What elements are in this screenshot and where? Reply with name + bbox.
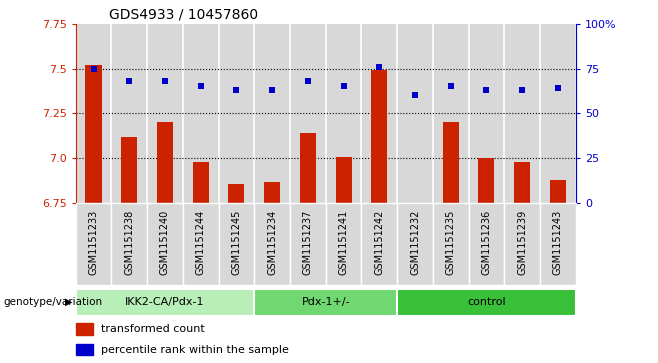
Point [481, 87, 492, 93]
Bar [397, 24, 433, 203]
Text: GSM1151239: GSM1151239 [517, 210, 527, 275]
Point [195, 83, 206, 89]
Bar [254, 289, 397, 316]
Text: percentile rank within the sample: percentile rank within the sample [101, 345, 289, 355]
Bar [478, 158, 495, 203]
Bar [540, 24, 576, 203]
Point [374, 64, 384, 70]
Point [303, 78, 313, 84]
Point [231, 87, 241, 93]
Bar [111, 203, 147, 285]
Bar [514, 162, 530, 203]
Text: transformed count: transformed count [101, 324, 205, 334]
Bar [218, 203, 254, 285]
Bar [228, 184, 244, 203]
Bar [468, 24, 504, 203]
Bar [336, 156, 351, 203]
Bar [254, 24, 290, 203]
Text: GSM1151241: GSM1151241 [339, 210, 349, 275]
Bar [76, 344, 93, 355]
Bar [254, 203, 290, 285]
Text: GDS4933 / 10457860: GDS4933 / 10457860 [109, 8, 258, 22]
Text: GSM1151233: GSM1151233 [89, 210, 99, 275]
Text: GSM1151238: GSM1151238 [124, 210, 134, 275]
Text: GSM1151242: GSM1151242 [374, 210, 384, 275]
Bar [397, 289, 576, 316]
Bar [76, 323, 93, 335]
Bar [468, 203, 504, 285]
Text: control: control [467, 297, 506, 307]
Bar [264, 182, 280, 203]
Text: GSM1151232: GSM1151232 [410, 210, 420, 275]
Bar [183, 24, 218, 203]
Bar [300, 133, 316, 203]
Bar [361, 24, 397, 203]
Point [445, 83, 456, 89]
Bar [504, 24, 540, 203]
Text: GSM1151243: GSM1151243 [553, 210, 563, 275]
Text: IKK2-CA/Pdx-1: IKK2-CA/Pdx-1 [125, 297, 205, 307]
Text: Pdx-1+/-: Pdx-1+/- [301, 297, 350, 307]
Bar [157, 122, 173, 203]
Bar [540, 203, 576, 285]
Point [410, 93, 420, 98]
Text: ▶: ▶ [65, 297, 72, 307]
Bar [183, 203, 218, 285]
Bar [326, 24, 361, 203]
Bar [361, 203, 397, 285]
Point [553, 85, 563, 91]
Point [517, 87, 528, 93]
Text: GSM1151237: GSM1151237 [303, 210, 313, 275]
Bar [218, 24, 254, 203]
Bar [290, 24, 326, 203]
Bar [504, 203, 540, 285]
Text: GSM1151234: GSM1151234 [267, 210, 277, 275]
Text: GSM1151245: GSM1151245 [232, 210, 241, 275]
Bar [371, 70, 388, 203]
Bar [111, 24, 147, 203]
Bar [76, 203, 111, 285]
Point [124, 78, 134, 84]
Text: GSM1151235: GSM1151235 [445, 210, 456, 275]
Point [338, 83, 349, 89]
Text: GSM1151240: GSM1151240 [160, 210, 170, 275]
Bar [76, 289, 254, 316]
Bar [86, 65, 101, 203]
Point [267, 87, 278, 93]
Bar [147, 24, 183, 203]
Bar [433, 24, 468, 203]
Bar [550, 180, 566, 203]
Text: GSM1151244: GSM1151244 [195, 210, 206, 275]
Text: genotype/variation: genotype/variation [3, 297, 103, 307]
Bar [193, 162, 209, 203]
Point [88, 66, 99, 72]
Bar [443, 122, 459, 203]
Bar [290, 203, 326, 285]
Bar [76, 24, 111, 203]
Bar [326, 203, 361, 285]
Bar [121, 137, 138, 203]
Text: GSM1151236: GSM1151236 [482, 210, 492, 275]
Bar [147, 203, 183, 285]
Bar [433, 203, 468, 285]
Point [160, 78, 170, 84]
Bar [397, 203, 433, 285]
